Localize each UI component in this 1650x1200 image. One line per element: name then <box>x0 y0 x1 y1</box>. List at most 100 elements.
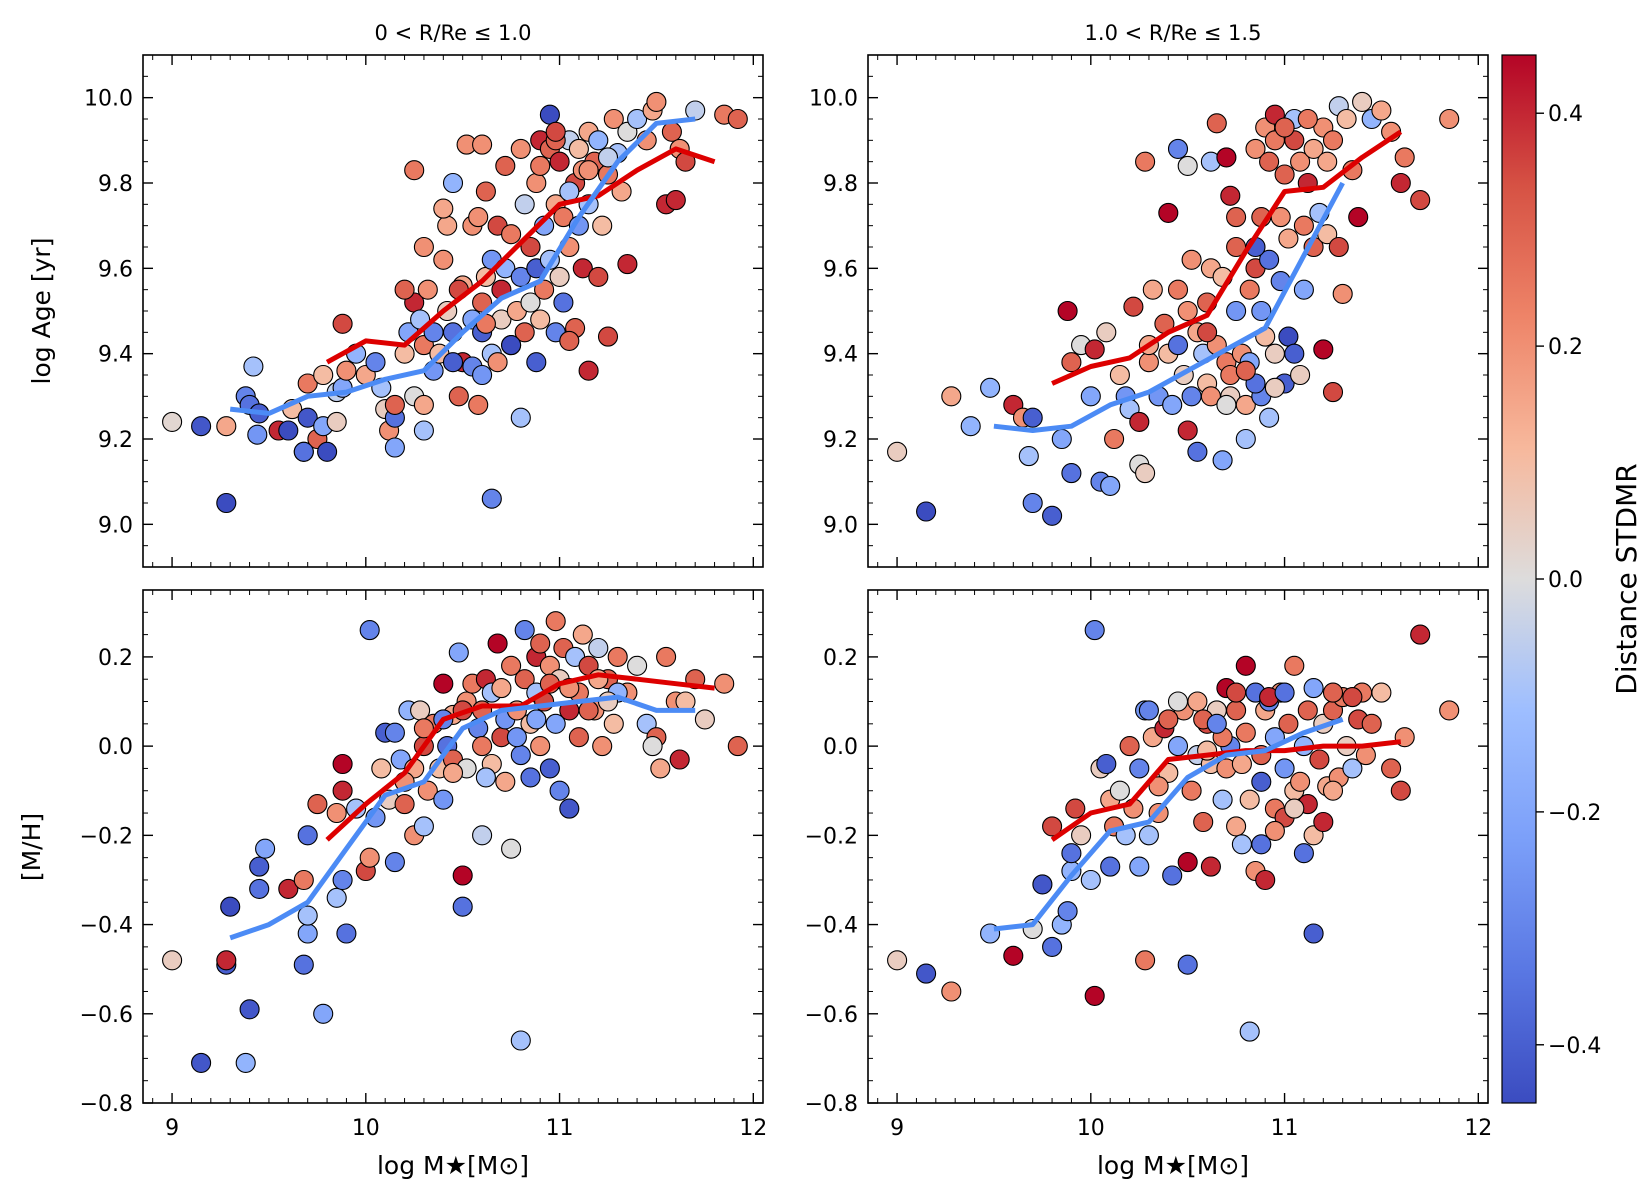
scatter-point <box>1259 407 1280 428</box>
scatter-point <box>568 138 589 159</box>
scatter-point <box>534 279 555 300</box>
scatter-point <box>1100 475 1121 496</box>
scatter-point <box>1200 386 1221 407</box>
colorbar-tick-label: 0.4 <box>1548 102 1583 127</box>
trend-line-blue <box>229 694 696 941</box>
x-tick-label: 10 <box>1077 1116 1105 1141</box>
scatter-point <box>297 905 318 926</box>
scatter-point <box>1309 749 1330 770</box>
scatter-point <box>1032 874 1053 895</box>
scatter-point <box>1313 339 1334 360</box>
y-tick-label: 9.2 <box>98 428 133 453</box>
scatter-point <box>1167 691 1189 712</box>
scatter-point <box>1251 300 1272 322</box>
scatter-point <box>597 147 619 168</box>
scatter-point <box>1293 843 1314 864</box>
scatter-point <box>1410 624 1431 645</box>
scatter-point <box>1264 820 1285 841</box>
scatter-point <box>1226 300 1247 322</box>
x-tick-label: 9 <box>165 1116 179 1141</box>
scatter-point <box>162 411 183 432</box>
scatter-point <box>588 637 609 659</box>
y-tick-label: −0.6 <box>805 1003 858 1028</box>
scatter-point <box>887 441 908 462</box>
scatter-point <box>216 492 237 514</box>
colorbar-tick-label: 0.0 <box>1548 568 1583 593</box>
scatter-point <box>1290 771 1311 792</box>
scatter-point <box>326 887 347 908</box>
y-tick-label: 9.6 <box>823 257 858 282</box>
scatter-point <box>1381 758 1402 779</box>
scatter-point <box>413 394 434 415</box>
scatter-point <box>1167 736 1189 757</box>
y-tick-label: 0.0 <box>823 735 858 760</box>
scatter-point <box>384 394 405 415</box>
scatter-point <box>1193 811 1214 833</box>
scatter-point <box>1235 722 1256 743</box>
scatter-point <box>510 138 531 159</box>
scatter-point <box>1138 700 1159 721</box>
scatter-point <box>578 700 599 721</box>
scatter-point <box>1084 985 1105 1006</box>
scatter-point <box>1123 296 1144 317</box>
scatter-point <box>413 236 434 258</box>
y-tick-label: 9.8 <box>98 172 133 197</box>
trend-line-red <box>325 146 716 365</box>
scatter-point <box>332 780 353 801</box>
colorbar-tick-label: 0.2 <box>1548 335 1583 360</box>
scatter-point <box>1022 407 1043 428</box>
x-tick-label: 11 <box>1271 1116 1299 1141</box>
scatter-point <box>1235 428 1256 450</box>
scatter-point <box>980 377 1001 398</box>
scatter-point <box>495 771 516 792</box>
scatter-point <box>514 669 535 690</box>
scatter-point <box>514 194 535 215</box>
scatter-point <box>642 736 663 757</box>
scatter-point <box>520 236 541 258</box>
colorbar-gradient <box>1501 54 1537 1104</box>
scatter-point <box>1317 151 1338 172</box>
scatter-point <box>448 386 469 407</box>
scatter-point <box>1206 113 1227 134</box>
scatter-point <box>313 364 334 386</box>
scatter-point <box>617 254 638 275</box>
scatter-point <box>442 352 464 373</box>
y-tick-label: 9.4 <box>823 343 858 368</box>
scatter-point <box>526 352 547 373</box>
scatter-point <box>1322 682 1344 703</box>
scatter-point <box>384 437 405 458</box>
plot-frame <box>867 54 1489 568</box>
scatter-point <box>1274 682 1295 703</box>
scatter-point <box>1119 736 1140 757</box>
scatter-point <box>941 386 962 407</box>
scatter-point <box>332 869 353 891</box>
y-tick-label: 9.6 <box>98 257 133 282</box>
trend-line-blue <box>993 181 1345 433</box>
scatter-point <box>1061 843 1082 864</box>
scatter-point <box>520 292 541 313</box>
scatter-point <box>249 856 270 877</box>
scatter-point <box>1177 420 1198 441</box>
scatter-point <box>501 335 522 356</box>
y-tick-label: 9.4 <box>98 343 133 368</box>
scatter-marks <box>887 620 1460 1042</box>
scatter-point <box>239 999 260 1020</box>
scatter-point <box>313 1003 334 1024</box>
scatter-point <box>559 798 580 819</box>
axes: 9.0 9.2 9.4 9.6 9.8 10.0 <box>809 54 1488 568</box>
y-tick-label: −0.2 <box>805 824 858 849</box>
scatter-point <box>307 794 328 815</box>
scatter-point <box>433 673 454 694</box>
scatter-point <box>1096 322 1117 343</box>
scatter-point <box>1342 758 1363 779</box>
scatter-point <box>346 798 367 819</box>
scatter-point <box>1322 130 1344 151</box>
scatter-point <box>317 441 338 462</box>
scatter-point <box>572 624 593 645</box>
scatter-point <box>1284 798 1305 819</box>
scatter-point <box>506 727 527 748</box>
scatter-point <box>578 160 599 181</box>
scatter-point <box>685 100 706 121</box>
scatter-point <box>1187 441 1208 462</box>
